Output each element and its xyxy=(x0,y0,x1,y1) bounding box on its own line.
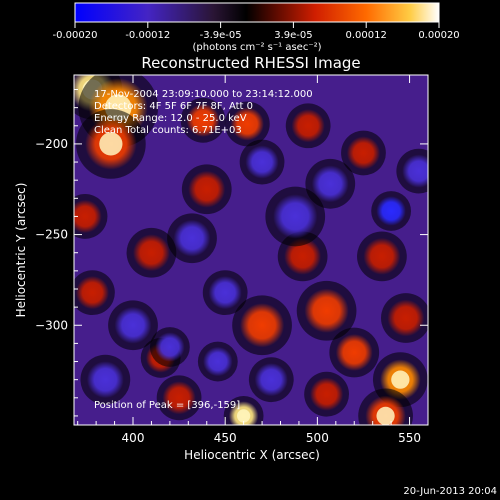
intensity-blob xyxy=(402,154,428,188)
x-tick-label: 500 xyxy=(306,431,329,445)
intensity-blob xyxy=(230,107,264,141)
annotation-line: Energy Range: 12.0 - 25.0 keV xyxy=(94,113,247,124)
annotation-line: 17-Nov-2004 23:09:10.000 to 23:14:12.000 xyxy=(94,89,313,100)
annotation-line: Detectors: 4F 5F 6F 7F 8F, Att 0 xyxy=(94,101,253,112)
intensity-core xyxy=(236,409,251,423)
intensity-blob xyxy=(75,276,110,310)
intensity-blob xyxy=(387,299,425,337)
x-tick-label: 550 xyxy=(398,431,421,445)
annotation-line: Clean Total counts: 6.71E+03 xyxy=(94,125,242,136)
annotation-block: 17-Nov-2004 23:09:10.000 to 23:14:12.000… xyxy=(94,89,313,136)
peak-position-label: Position of Peak = [396,-159] xyxy=(94,400,240,411)
intensity-blob xyxy=(311,165,349,203)
intensity-core xyxy=(376,406,395,425)
colorbar-tick-label: -0.00020 xyxy=(53,30,98,41)
intensity-blob xyxy=(208,276,242,310)
y-tick-label: −200 xyxy=(35,137,68,151)
x-axis: 400 450 500 550 xyxy=(77,75,429,445)
intensity-map xyxy=(74,75,428,425)
intensity-blob xyxy=(186,103,220,137)
y-axis-label: Heliocentric Y (arcsec) xyxy=(14,183,28,318)
y-axis: −200 −250 −300 xyxy=(35,89,428,417)
colorbar-tick-label: -3.9e-05 xyxy=(200,30,242,41)
colorbar-tick-label: 0.00012 xyxy=(346,30,387,41)
colorbar: -0.00020 -0.00012 -3.9e-05 3.9e-05 0.00012 0.… xyxy=(53,2,460,53)
intensity-blob xyxy=(173,219,211,257)
intensity-blob xyxy=(239,303,285,348)
colorbar-tick-label: -0.00012 xyxy=(125,30,170,41)
intensity-blob xyxy=(376,196,406,226)
x-axis-label: Heliocentric X (arcsec) xyxy=(184,448,320,462)
intensity-blob xyxy=(162,381,196,415)
intensity-blob xyxy=(363,237,401,275)
intensity-blob xyxy=(86,361,124,399)
intensity-blob xyxy=(273,194,318,239)
x-tick-label: 400 xyxy=(122,431,145,445)
x-tick-label: 450 xyxy=(214,431,237,445)
intensity-blob xyxy=(203,346,233,377)
intensity-blob xyxy=(245,145,279,179)
intensity-blob xyxy=(284,237,322,275)
colorbar-gradient xyxy=(74,2,440,23)
y-tick-label: −250 xyxy=(35,228,68,242)
chart-title: Reconstructed RHESSI Image xyxy=(141,54,360,72)
intensity-blob xyxy=(304,288,349,333)
colorbar-tick-label: 0.00020 xyxy=(418,30,459,41)
intensity-blob xyxy=(188,170,226,208)
intensity-blob xyxy=(310,377,344,411)
intensity-blob xyxy=(155,332,185,362)
colorbar-tick-label: 3.9e-05 xyxy=(274,30,312,41)
intensity-blob xyxy=(335,334,373,371)
intensity-core xyxy=(99,132,123,156)
footer-date: 20-Jun-2013 20:04 xyxy=(403,486,497,497)
colorbar-ticks: -0.00020 -0.00012 -3.9e-05 3.9e-05 0.00012 0.… xyxy=(53,22,460,41)
intensity-blob xyxy=(114,306,152,344)
intensity-blob xyxy=(291,109,325,143)
image-area xyxy=(74,75,428,425)
plot-frame xyxy=(73,74,429,426)
intensity-blob xyxy=(133,234,170,272)
intensity-blob xyxy=(74,199,102,234)
colorbar-unit-label: (photons cm⁻² s⁻¹ asec⁻²) xyxy=(192,42,321,53)
intensity-blob xyxy=(346,136,381,170)
y-tick-label: −300 xyxy=(35,318,68,332)
intensity-blob xyxy=(254,363,288,397)
intensity-core xyxy=(391,370,410,389)
